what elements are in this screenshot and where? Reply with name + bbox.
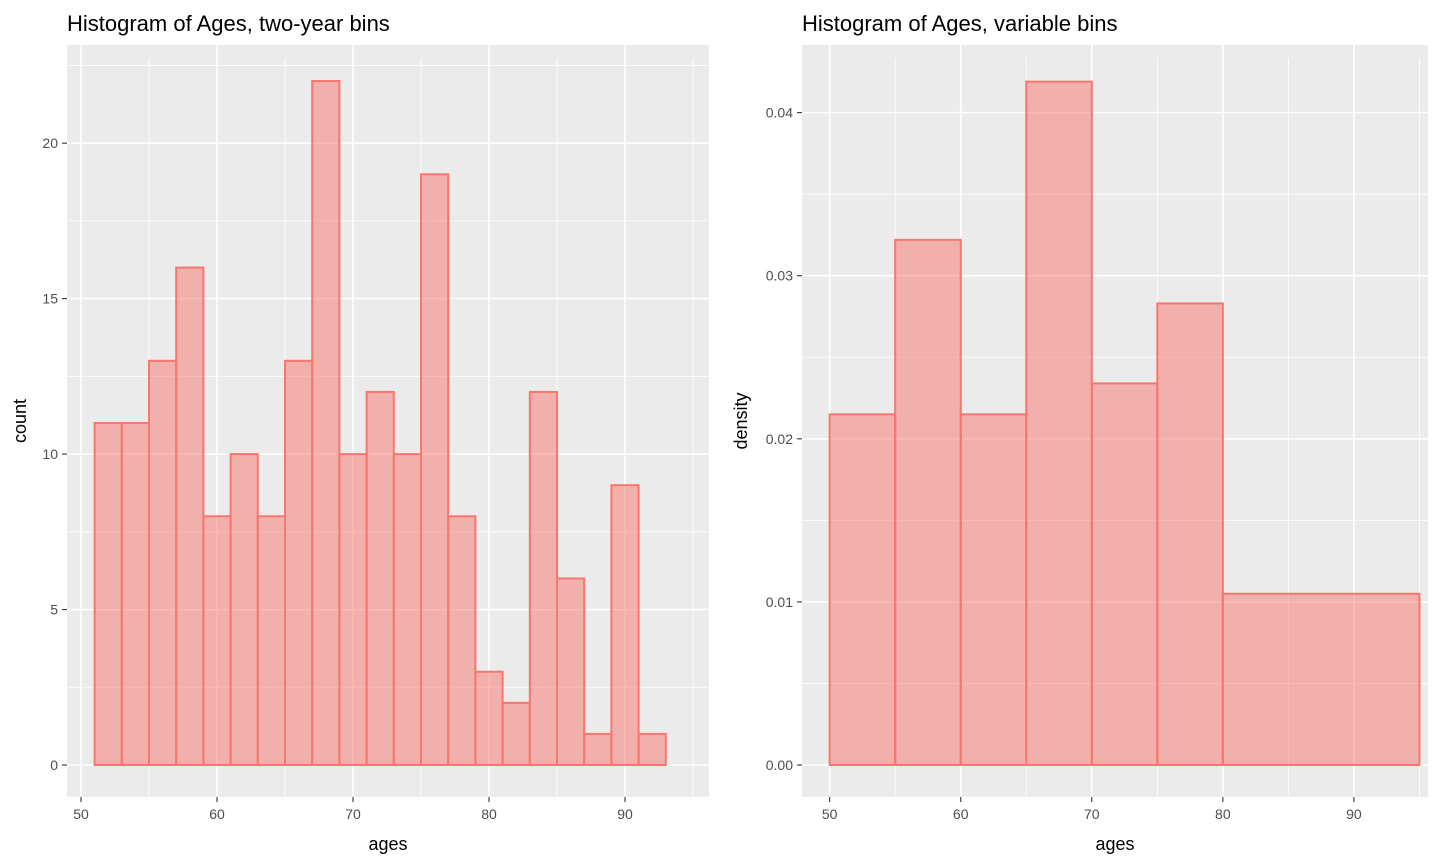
histogram-bar [1156, 302, 1224, 766]
histogram-two-year-bins: Histogram of Ages, two-year bins 50 60 70 8… [10, 11, 709, 854]
histogram-bar [474, 670, 504, 767]
histogram-bar [959, 413, 1028, 766]
x-tick-label: 80 [1215, 806, 1231, 822]
axis-ticks: 50 60 70 80 90 0 5 10 15 20 [42, 135, 633, 822]
histogram-bar [229, 453, 259, 766]
histogram-bar [338, 453, 368, 766]
histogram-variable-bins: Histogram of Ages, variable bins 50 60 70 8… [720, 0, 1440, 864]
y-tick-label: 0.04 [766, 105, 793, 121]
x-tick-label: 60 [209, 806, 225, 822]
x-tick-label: 50 [73, 806, 89, 822]
bars [93, 80, 667, 767]
bars [828, 80, 1421, 767]
histogram-bar [637, 732, 667, 767]
histogram-bar [148, 359, 178, 766]
histogram-bar [392, 453, 422, 766]
histogram-bar [1221, 592, 1421, 766]
y-tick-label: 0 [50, 757, 58, 773]
histogram-bar [93, 422, 123, 766]
histogram-bar [120, 422, 151, 766]
x-tick-label: 60 [953, 806, 969, 822]
y-tick-label: 20 [42, 135, 58, 151]
x-axis-label: ages [1095, 834, 1134, 854]
histogram-bar [365, 390, 395, 766]
histogram-bar [828, 413, 897, 766]
histogram-bar [528, 390, 558, 766]
histogram-bar [894, 238, 962, 767]
chart-title: Histogram of Ages, variable bins [802, 11, 1118, 36]
x-tick-label: 90 [617, 806, 633, 822]
histogram-bar [501, 701, 531, 766]
y-tick-label: 0.03 [766, 268, 793, 284]
histogram-bar [202, 515, 232, 766]
x-tick-label: 90 [1346, 806, 1362, 822]
histogram-bar [256, 515, 286, 766]
y-tick-label: 0.02 [766, 431, 793, 447]
histogram-bar [1090, 382, 1159, 766]
y-tick-label: 15 [42, 291, 58, 307]
x-tick-label: 50 [822, 806, 838, 822]
axis-ticks: 50 60 70 80 90 0.00 0.01 0.02 0.03 0.04 [766, 105, 1362, 822]
y-tick-label: 5 [50, 602, 58, 618]
histogram-two-year-bins-svg: Histogram of Ages, two-year bins 50 60 70 8… [10, 11, 709, 854]
histogram-bar [610, 484, 640, 766]
chart-title: Histogram of Ages, two-year bins [67, 11, 390, 36]
y-tick-label: 0.00 [766, 757, 793, 773]
x-tick-label: 70 [1084, 806, 1100, 822]
histogram-bar [1025, 80, 1093, 766]
histogram-bar [583, 732, 613, 767]
histogram-bar [175, 266, 205, 766]
histogram-bar [420, 173, 450, 767]
x-tick-label: 80 [481, 806, 497, 822]
histogram-bar [447, 515, 477, 766]
histogram-bar [311, 80, 341, 766]
histogram-bar [556, 577, 586, 766]
histogram-variable-bins-svg: Histogram of Ages, variable bins 50 60 70 8… [731, 11, 1428, 854]
histogram-bar [284, 359, 314, 766]
x-tick-label: 70 [345, 806, 361, 822]
y-axis-label: count [10, 399, 30, 443]
y-tick-label: 0.01 [766, 594, 793, 610]
y-axis-label: density [731, 392, 751, 449]
x-axis-label: ages [368, 834, 407, 854]
y-tick-label: 10 [42, 446, 58, 462]
